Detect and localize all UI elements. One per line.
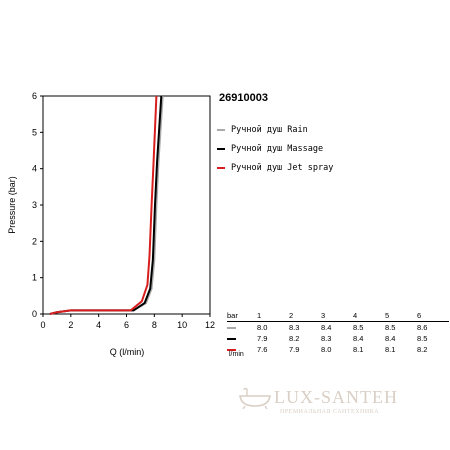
legend-swatch-massage [217,147,225,150]
series-line-massage [49,95,163,315]
legend-item-rain: Ручной душ Rain [217,120,333,139]
flow-table-pressure: 1 [257,310,289,322]
flow-value: 7.9 [257,334,268,343]
flow-row-swatch [227,344,257,355]
flow-value: 8.3 [321,334,332,343]
flow-table-row-rain: 8.0 8.3 8.4 8.5 8.5 8.6 [227,322,449,334]
y-tick-label: 3 [32,200,37,210]
x-tick-label: 0 [40,320,45,330]
watermark-text: LUX-SANTEH [274,387,398,407]
flow-value: 8.4 [353,334,364,343]
flow-value: 8.5 [385,323,396,332]
flow-table-pressure: 4 [353,310,385,322]
x-axis-label: Q (l/min) [110,347,145,357]
legend-label-jet: Ручной душ Jet spray [231,162,334,173]
flow-table-row-massage: 7.9 8.2 8.3 8.4 8.4 8.5 [227,333,449,344]
legend-label-rain: Ручной душ Rain [231,124,308,135]
flow-table-pressure: 3 [321,310,353,322]
legend-swatch-rain [217,128,225,131]
legend-swatch-jet [217,166,225,169]
y-tick-label: 2 [32,236,37,246]
flow-value: 8.2 [289,334,300,343]
flow-table-pressure: 2 [289,310,321,322]
legend: Ручной душ Rain Ручной душ Massage Ручно… [217,120,333,177]
series-line-jet [49,95,158,315]
flow-table-unit: l/min [229,351,244,358]
y-tick-label: 6 [32,91,37,101]
flow-value: 8.3 [289,323,300,332]
x-tick-label: 10 [177,320,187,330]
legend-item-jet: Ручной душ Jet spray [217,158,333,177]
bathtub-icon [239,387,271,409]
flow-value: 8.1 [353,345,364,354]
flow-value: 7.6 [257,345,268,354]
flow-row-swatch-massage [227,338,236,340]
x-tick-label: 12 [205,320,215,330]
x-tick-label: 4 [96,320,101,330]
flow-value: 8.5 [353,323,364,332]
flow-table-row-jet: 7.6 7.9 8.0 8.1 8.1 8.2 [227,344,449,355]
x-tick-label: 8 [152,320,157,330]
flow-value: 7.9 [289,345,300,354]
y-tick-label: 1 [32,273,37,283]
flow-row-swatch-jet [227,349,236,351]
x-tick-label: 2 [68,320,73,330]
flow-value: 8.0 [257,323,268,332]
flow-row-swatch [227,333,257,344]
legend-label-massage: Ручной душ Massage [231,143,324,154]
y-axis-label: Pressure (bar) [7,176,17,234]
flow-table: bar 1 2 3 4 5 6 8.0 8.3 8.4 8.5 8.5 8.6 … [227,310,449,355]
legend-item-massage: Ручной душ Massage [217,139,333,158]
model-number: 26910003 [219,92,268,104]
plot-frame [42,95,211,315]
series-line-rain [49,95,164,315]
flow-table-pressure: 5 [385,310,417,322]
flow-value: 8.4 [321,323,332,332]
flow-value: 8.1 [385,345,396,354]
y-tick-label: 0 [32,309,37,319]
flow-value: 8.0 [321,345,332,354]
y-tick-label: 5 [32,127,37,137]
flow-table-pressure: 6 [417,310,449,322]
flow-value: 8.5 [417,334,428,343]
flow-value: 8.6 [417,323,428,332]
x-tick-label: 6 [124,320,129,330]
flow-table-bar-label: bar [227,310,257,322]
flow-row-swatch [227,322,257,334]
flow-table-header: bar 1 2 3 4 5 6 [227,310,449,322]
flow-value: 8.2 [417,345,428,354]
y-tick-label: 4 [32,164,37,174]
flow-value: 8.4 [385,334,396,343]
watermark-subtext: ПРЕМИАЛЬНАЯ САНТЕХНИКА [280,409,380,415]
flow-row-swatch-rain [227,327,236,329]
